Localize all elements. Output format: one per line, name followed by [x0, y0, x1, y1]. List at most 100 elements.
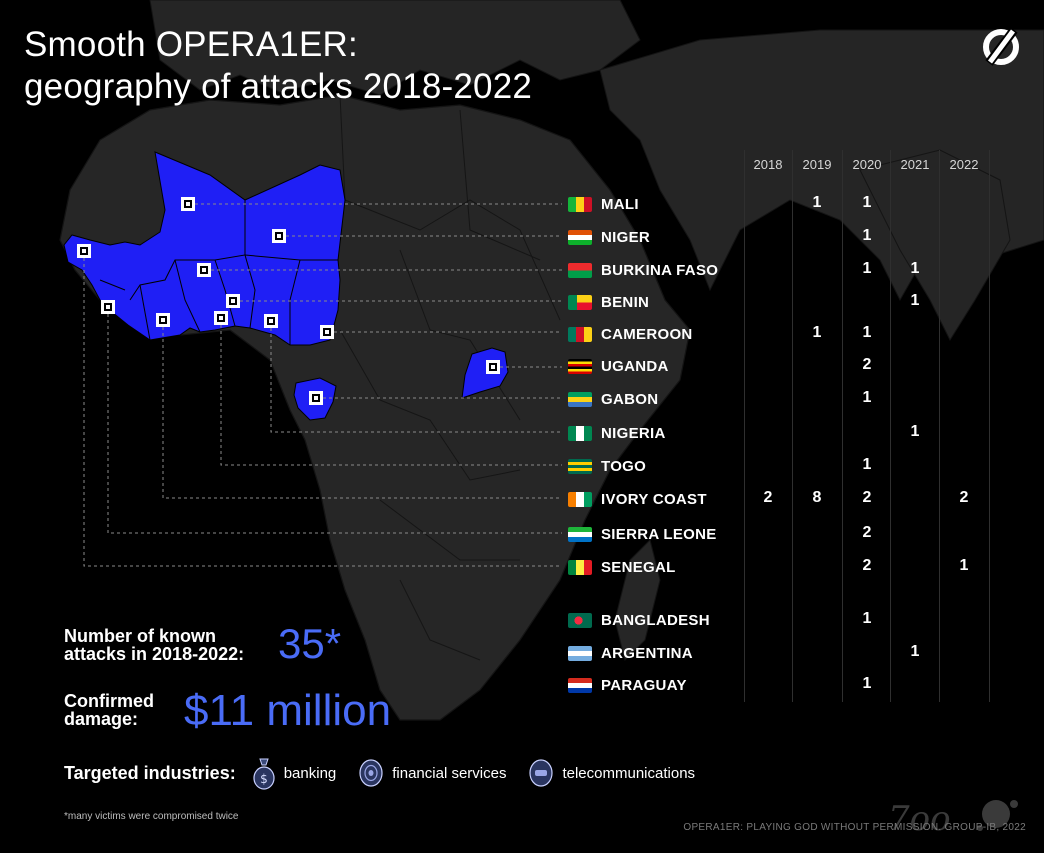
flag-icon	[568, 358, 592, 374]
country-row: BANGLADESH	[568, 610, 710, 630]
year-header: 2019	[802, 157, 832, 172]
country-row: NIGER	[568, 227, 650, 247]
industries-heading: Targeted industries:	[64, 762, 236, 783]
attack-count-cell: 1	[862, 227, 872, 244]
attack-count-cell: 2	[959, 489, 969, 506]
svg-text:7oo: 7oo	[888, 799, 951, 839]
page-title: Smooth OPERA1ER: geography of attacks 20…	[24, 24, 532, 108]
attack-count-cell: 1	[910, 292, 920, 309]
country-row: PARAGUAY	[568, 675, 687, 695]
year-header: 2021	[900, 157, 930, 172]
flag-icon	[568, 458, 592, 474]
attack-count-cell: 1	[862, 456, 872, 473]
attack-count-cell: 1	[862, 675, 872, 692]
country-name: BENIN	[601, 293, 650, 311]
money-bag-icon: $	[253, 758, 275, 790]
country-row: ARGENTINA	[568, 643, 693, 663]
damage-amount: $11 million	[184, 686, 392, 735]
attack-count-cell: 2	[862, 356, 872, 373]
attack-count-cell: 1	[862, 389, 872, 406]
attacks-label-line-1: Number of known	[64, 626, 216, 646]
flag-icon	[568, 294, 592, 310]
attack-count-cell: 1	[862, 610, 872, 627]
coin-icon	[359, 759, 383, 787]
connector-lines	[83, 203, 562, 567]
flag-icon	[568, 196, 592, 212]
flag-icon	[568, 677, 592, 693]
source-credit: OPERA1ER: PLAYING GOD WITHOUT PERMISSION…	[683, 822, 1026, 833]
country-name: BANGLADESH	[601, 611, 710, 629]
country-row: BENIN	[568, 292, 649, 312]
column-divider	[792, 150, 793, 702]
damage-label-line-1: Confirmed	[64, 691, 154, 711]
country-name: CAMEROON	[601, 325, 693, 343]
column-divider	[989, 150, 990, 702]
attack-count-cell: 2	[763, 489, 773, 506]
attack-count-cell: 1	[910, 260, 920, 277]
country-name: GABON	[601, 390, 659, 408]
attacks-count: 35*	[278, 620, 342, 667]
country-name: ARGENTINA	[601, 644, 693, 662]
country-name: MALI	[601, 195, 639, 213]
country-row: CAMEROON	[568, 324, 693, 344]
flag-icon	[568, 645, 592, 661]
attacks-label-line-2: attacks in 2018-2022:	[64, 644, 245, 664]
country-row: TOGO	[568, 456, 646, 476]
damage-label-line-2: damage:	[64, 709, 139, 729]
svg-text:$: $	[260, 772, 268, 786]
country-row: SIERRA LEONE	[568, 524, 717, 544]
flag-icon	[568, 526, 592, 542]
attack-count-cell: 2	[862, 524, 872, 541]
column-divider	[890, 150, 891, 702]
industry-telecommunications-label: telecommunications	[562, 764, 696, 782]
brand-logo-icon	[983, 27, 1019, 66]
year-header: 2018	[753, 157, 783, 172]
country-row: SENEGAL	[568, 557, 676, 577]
country-name: BURKINA FASO	[601, 261, 719, 279]
country-row: GABON	[568, 389, 658, 409]
country-row: UGANDA	[568, 356, 669, 376]
attack-count-cell: 2	[862, 489, 872, 506]
industry-banking-label: banking	[283, 764, 337, 782]
india-landmass	[859, 149, 1011, 342]
industry-financial-services-label: financial services	[392, 764, 507, 782]
country-name: PARAGUAY	[601, 676, 687, 694]
country-name: SENEGAL	[601, 558, 676, 576]
country-name: IVORY COAST	[601, 490, 707, 508]
attack-count-cell: 2	[862, 557, 872, 574]
year-header: 2022	[949, 157, 979, 172]
damage-label: Confirmed damage:	[64, 692, 154, 728]
country-name: UGANDA	[601, 357, 669, 375]
attacks-label: Number of known attacks in 2018-2022:	[64, 627, 244, 663]
column-divider	[744, 150, 745, 702]
title-line-2: geography of attacks 2018-2022	[24, 67, 533, 106]
attack-count-cell: 1	[959, 557, 969, 574]
flag-icon	[568, 229, 592, 245]
flag-icon	[568, 559, 592, 575]
telecom-icon	[529, 759, 554, 787]
title-line-1: Smooth OPERA1ER:	[24, 25, 358, 64]
targeted-industries: Targeted industries: $ banking financial…	[64, 756, 717, 790]
country-row: MALI	[568, 194, 639, 214]
attack-count-cell: 1	[862, 194, 872, 211]
watermark-splatter-icon: 7oo	[888, 799, 1018, 839]
attack-count-cell: 1	[910, 423, 920, 440]
madagascar-landmass	[614, 539, 661, 661]
country-row: IVORY COAST	[568, 489, 707, 509]
country-row: NIGERIA	[568, 423, 666, 443]
column-divider	[939, 150, 940, 702]
industry-telecommunications: telecommunications	[528, 758, 695, 788]
attack-count-cell: 1	[862, 324, 872, 341]
flag-icon	[568, 262, 592, 278]
country-name: TOGO	[601, 457, 647, 475]
flag-icon	[568, 326, 592, 342]
industry-banking: $ banking	[252, 756, 337, 790]
country-name: NIGERIA	[601, 424, 666, 442]
attack-count-cell: 1	[910, 643, 920, 660]
footnote: *many victims were compromised twice	[64, 811, 239, 822]
column-divider	[842, 150, 843, 702]
country-name: SIERRA LEONE	[601, 525, 717, 543]
flag-icon	[568, 612, 592, 628]
attack-count-cell: 1	[812, 194, 822, 211]
